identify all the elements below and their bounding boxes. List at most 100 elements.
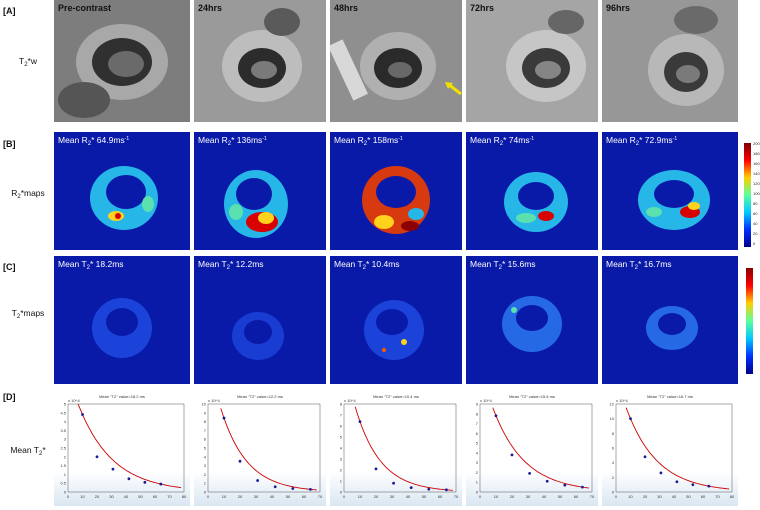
panel-label-d: [D] [3,392,16,402]
t2-colorbar [746,268,754,376]
x-tick-label: 70 [167,494,172,499]
colorbar-tick: 180 [753,151,760,156]
decay-plot-svg: 0 10 20 30 40 50 60 70 80 0 2 4 6 8 10 12x 10^4 [610,398,735,499]
data-point [291,487,295,490]
mri-image-96hrs: 96hrs [602,0,738,122]
r2-map-image [504,172,568,232]
data-point [374,467,378,471]
x-tick-label: 0 [343,494,346,499]
r2-map-image [224,170,288,238]
y-tick-label: 4.5 [60,410,66,415]
data-point [111,467,115,471]
y-exponent-label: x 10^4 [480,398,492,403]
t2-map-pre-contrast: Mean T2* 18.2ms [54,256,190,384]
plot-title: Mean "T2" value=18.2 ms [99,394,145,399]
y-tick-label: 0 [612,490,615,495]
y-tick-label: 2 [612,475,615,480]
mri-texture [194,0,326,122]
data-point [691,483,695,487]
r2-map-48hrs: Mean R2* 158ms-1 [330,132,462,250]
colorbar-tick: 100 [753,191,760,196]
mri-image-72hrs: 72hrs [466,0,598,122]
data-point [643,455,647,459]
x-tick-label: 60 [438,494,443,499]
decay-plot-24hrs: 0 10 20 30 40 50 60 70 0 1 2 3 4 5 6 7 8 9 10 x 10^4 Mean "… [194,392,326,506]
x-tick-label: 10 [628,494,633,499]
decay-plot-72hrs: 0 10 20 30 40 50 60 70 0 1 2 3 4 5 6 7 8 9 x 10^4 Mean "T2… [466,392,598,506]
x-tick-label: 70 [715,494,720,499]
x-tick-label: 60 [302,494,307,499]
data-point [528,472,531,475]
data-point [707,484,711,488]
x-tick-label: 10 [222,494,227,499]
x-tick-label: 60 [701,494,706,499]
colorbar-tick: 40 [753,221,758,226]
y-tick-label: 0 [204,490,207,495]
y-tick-label: 1 [204,481,207,486]
y-tick-label: 1 [340,479,343,484]
decay-plot-svg: 0 10 20 30 40 50 60 70 80 0 0.5 1 1.5 2 2.5 3 3.5 4 4.5 5x … [60,398,187,499]
mri-texture [602,0,738,122]
x-tick-label: 10 [494,494,499,499]
mri-image-48hrs: 48hrs [330,0,462,122]
x-tick-label: 30 [109,494,114,499]
t2-map-image [232,312,284,360]
mri-image-24hrs: 24hrs [194,0,326,122]
x-tick-label: 0 [207,494,210,499]
data-point [510,453,514,457]
data-point [143,480,147,484]
decay-plot-pre-contrast: 0 10 20 30 40 50 60 70 80 0 0.5 1 1.5 2 2.5 3 3.5 4 4.5 5 x … [54,392,190,506]
x-tick-label: 70 [454,494,459,499]
y-tick-label: 10 [202,402,207,407]
r2-map-96hrs: Mean R2* 72.9ms-1 [602,132,738,250]
plot-title: Mean "T2" value=15.6 ms [509,394,555,399]
panel-label-a: [A] [3,6,16,16]
mean-r2-label: Mean R2* 158ms-1 [334,135,403,147]
plot-title: Mean "T2" value=10.4 ms [373,394,419,399]
x-tick-label: 20 [374,494,379,499]
y-tick-label: 6 [476,431,479,436]
data-point [494,414,498,418]
x-tick-label: 50 [286,494,291,499]
x-tick-label: 30 [526,494,531,499]
data-point [659,471,663,475]
x-tick-label: 80 [182,494,187,499]
colorbar-tick: 160 [753,161,760,166]
panel-label-c: [C] [3,262,16,272]
data-point [392,481,395,485]
r2-map-image [90,166,158,230]
t2-map-48hrs: Mean T2* 10.4ms [330,256,462,384]
x-tick-label: 40 [270,494,275,499]
colorbar-tick: 120 [753,181,760,186]
decay-plot-svg: 0 10 20 30 40 50 60 70 0 1 2 3 4 5 6 7 8 9x 10^4 [476,398,595,499]
mean-t2-label: Mean T2* 12.2ms [198,259,264,271]
y-tick-label: 3 [476,460,479,465]
mean-r2-label: Mean R2* 64.9ms-1 [58,135,130,147]
y-tick-label: 7 [340,413,343,418]
x-tick-label: 70 [318,494,323,499]
y-tick-label: 4 [612,460,615,465]
plot-axes-box [479,403,593,493]
timepoint-label: 96hrs [606,3,631,13]
y-tick-label: 0 [64,490,67,495]
colorbar-tick: 140 [753,171,760,176]
decay-plot-svg: 0 10 20 30 40 50 60 70 0 1 2 3 4 5 6 7 8x 10^4 [340,398,459,499]
data-point [81,413,84,416]
x-tick-label: 40 [542,494,547,499]
colorbar-tick: 60 [753,211,758,216]
x-tick-label: 30 [390,494,395,499]
r2-colorbar: 200 180 160 140 120 100 80 60 40 20 0 [744,141,760,249]
r2-colorbar-gradient [744,143,751,247]
plot-axes-box [67,403,185,493]
data-point [256,479,259,482]
y-tick-label: 9 [476,402,479,407]
data-point [127,477,131,481]
y-exponent-label: x 10^4 [616,398,628,403]
row-label-mean-t2: Mean T2* [10,445,46,457]
data-point [358,420,362,423]
mean-t2-label: Mean T2* 16.7ms [606,259,672,271]
fit-curve [625,407,730,490]
y-tick-label: 5 [204,446,207,451]
x-tick-label: 70 [590,494,595,499]
y-tick-label: 1 [64,472,67,477]
